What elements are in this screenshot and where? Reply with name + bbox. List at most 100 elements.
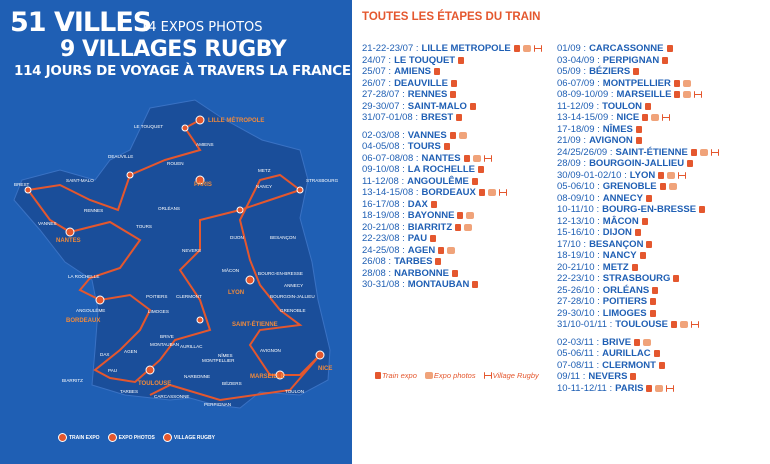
train-icon	[635, 137, 642, 145]
map-legend: TRAIN EXPO EXPO PHOTOS VILLAGE RUGBY	[58, 433, 215, 442]
map-label: STRASBOURG	[306, 178, 339, 183]
map-label: METZ	[258, 168, 271, 173]
map-big-label: SAINT-ÉTIENNE	[232, 320, 278, 328]
stage-city: DIJON	[602, 227, 632, 238]
train-icon	[633, 68, 640, 76]
stage-city: NICE	[616, 112, 640, 123]
train-icon	[430, 200, 437, 208]
stage-dates: 10-11/10 :	[557, 204, 600, 215]
stages-title: TOUTES LES ÉTAPES DU TRAIN	[362, 11, 541, 23]
stage-dates: 29-30/07 :	[362, 100, 405, 112]
stage-row: 20-21/08 : BIARRITZ	[362, 222, 542, 234]
stage-city: TARBES	[394, 256, 433, 267]
stage-city: ANGOULÊME	[407, 175, 469, 187]
train-icon	[662, 56, 669, 64]
stage-dates: 13-14-15/09 :	[557, 112, 614, 123]
map-label: NANCY	[256, 184, 272, 189]
stage-dates: 26/07 :	[362, 77, 392, 89]
headline-cities: 51 VILLES	[10, 7, 152, 38]
map-label: NEVERS	[182, 248, 201, 253]
expo-photo-icon	[655, 384, 664, 392]
stage-city: TOULON	[602, 100, 643, 112]
stage-row: 27-28/07 : RENNES	[362, 89, 542, 101]
stage-city: STRASBOURG	[602, 273, 671, 284]
stage-dates: 05-06/11 :	[557, 348, 600, 359]
city-marker	[65, 227, 75, 237]
stage-dates: 20-21/10 :	[557, 261, 600, 273]
map-label: MONTAUBAN	[150, 342, 179, 347]
stage-row: 03-04/09 : PERPIGNAN	[557, 55, 719, 67]
rugby-posts-icon	[694, 91, 703, 99]
train-icon	[513, 45, 520, 53]
stage-row: 28/09 : BOURGOIN-JALLIEU	[557, 158, 719, 170]
stage-dates: 08-09/10 :	[557, 192, 600, 204]
stage-city: POITIERS	[602, 296, 648, 307]
train-icon	[699, 206, 706, 214]
stage-city: BRIVE	[602, 336, 632, 348]
map-small-labels: LE TOUQUET AMIENS DEAUVILLE ROUEN SAINT-…	[14, 124, 339, 407]
stage-city: NANTES	[421, 152, 461, 164]
train-icon	[450, 79, 457, 87]
rugby-posts-icon	[710, 148, 719, 156]
headline-days: 114 JOURS DE VOYAGE À TRAVERS LA FRANCE	[14, 63, 351, 79]
stage-dates: 22-23/10 :	[557, 273, 600, 284]
stage-city: CLERMONT	[602, 359, 656, 371]
stage-dates: 15-16/10 :	[557, 227, 600, 238]
stage-city: PAU	[407, 233, 428, 244]
city-marker	[181, 124, 189, 132]
map-label: CLERMONT	[176, 294, 202, 299]
stage-city: LIMOGES	[602, 307, 647, 319]
train-icon	[645, 102, 652, 110]
expo-photo-icon	[679, 321, 688, 329]
map-label: DEAUVILLE	[108, 154, 133, 159]
map-label: LA ROCHELLE	[68, 274, 99, 279]
stage-group: 01/09 : CARCASSONNE 03-04/09 : PERPIGNAN 05/…	[557, 43, 719, 331]
stage-dates: 30/09-01-02/10 :	[557, 169, 627, 181]
stage-city: MÂCON	[602, 215, 639, 227]
stage-row: 05-06/10 : GRENOBLE	[557, 181, 719, 193]
stage-row: 21/09 : AVIGNON	[557, 135, 719, 147]
train-icon	[451, 269, 458, 277]
stage-city: TOULOUSE	[615, 319, 668, 330]
stage-row: 11-12/08 : ANGOULÊME	[362, 176, 542, 188]
city-marker	[24, 186, 32, 194]
france-map: LE TOUQUET AMIENS DEAUVILLE ROUEN SAINT-…	[13, 99, 339, 409]
stage-city: GRENOBLE	[602, 181, 657, 192]
map-label: TOURS	[136, 224, 152, 229]
expo-photo-icon	[424, 372, 433, 379]
map-label: SAINT-MALO	[66, 178, 94, 183]
map-big-label: NANTES	[56, 238, 81, 244]
expo-photo-icon	[466, 212, 475, 220]
stage-dates: 16-17/08 :	[362, 198, 405, 210]
map-label: DIJON	[230, 235, 244, 240]
stage-city: LILLE METROPOLE	[421, 43, 511, 54]
stages-column-2: 01/09 : CARCASSONNE 03-04/09 : PERPIGNAN 05/…	[557, 43, 719, 400]
stage-city: DEAUVILLE	[394, 77, 448, 89]
stage-row: 29-30/07 : SAINT-MALO	[362, 101, 542, 113]
stage-city: NÎMES	[602, 123, 633, 135]
map-label: POITIERS	[146, 294, 167, 299]
stage-row: 16-17/08 : DAX	[362, 199, 542, 211]
stage-row: 13-14-15/09 : NICE	[557, 112, 719, 124]
stage-city: SAINT-ÉTIENNE	[615, 146, 688, 158]
stage-row: 11-12/09 : TOULON	[557, 101, 719, 113]
stage-dates: 07-08/11 :	[557, 359, 600, 371]
stage-dates: 02-03/08 :	[362, 129, 405, 141]
city-marker	[195, 115, 205, 125]
map-label: AMIENS	[196, 142, 214, 147]
stage-row: 15-16/10 : DIJON	[557, 227, 719, 239]
train-icon	[690, 148, 697, 156]
stage-dates: 08-09-10/09 :	[557, 89, 614, 100]
rugby-posts-icon	[483, 372, 492, 379]
map-label: RENNES	[84, 208, 103, 213]
train-icon	[455, 223, 462, 231]
stage-city: AVIGNON	[589, 135, 633, 146]
stage-dates: 09-10/08 :	[362, 164, 405, 175]
train-icon	[458, 56, 465, 64]
map-label: NÎMES	[218, 352, 233, 358]
stage-dates: 30-31/08 :	[362, 279, 405, 290]
stage-row: 17-18/09 : NÎMES	[557, 124, 719, 136]
train-icon	[630, 373, 637, 381]
stage-dates: 06-07/09 :	[557, 77, 600, 89]
stage-city: LYON	[629, 169, 656, 181]
